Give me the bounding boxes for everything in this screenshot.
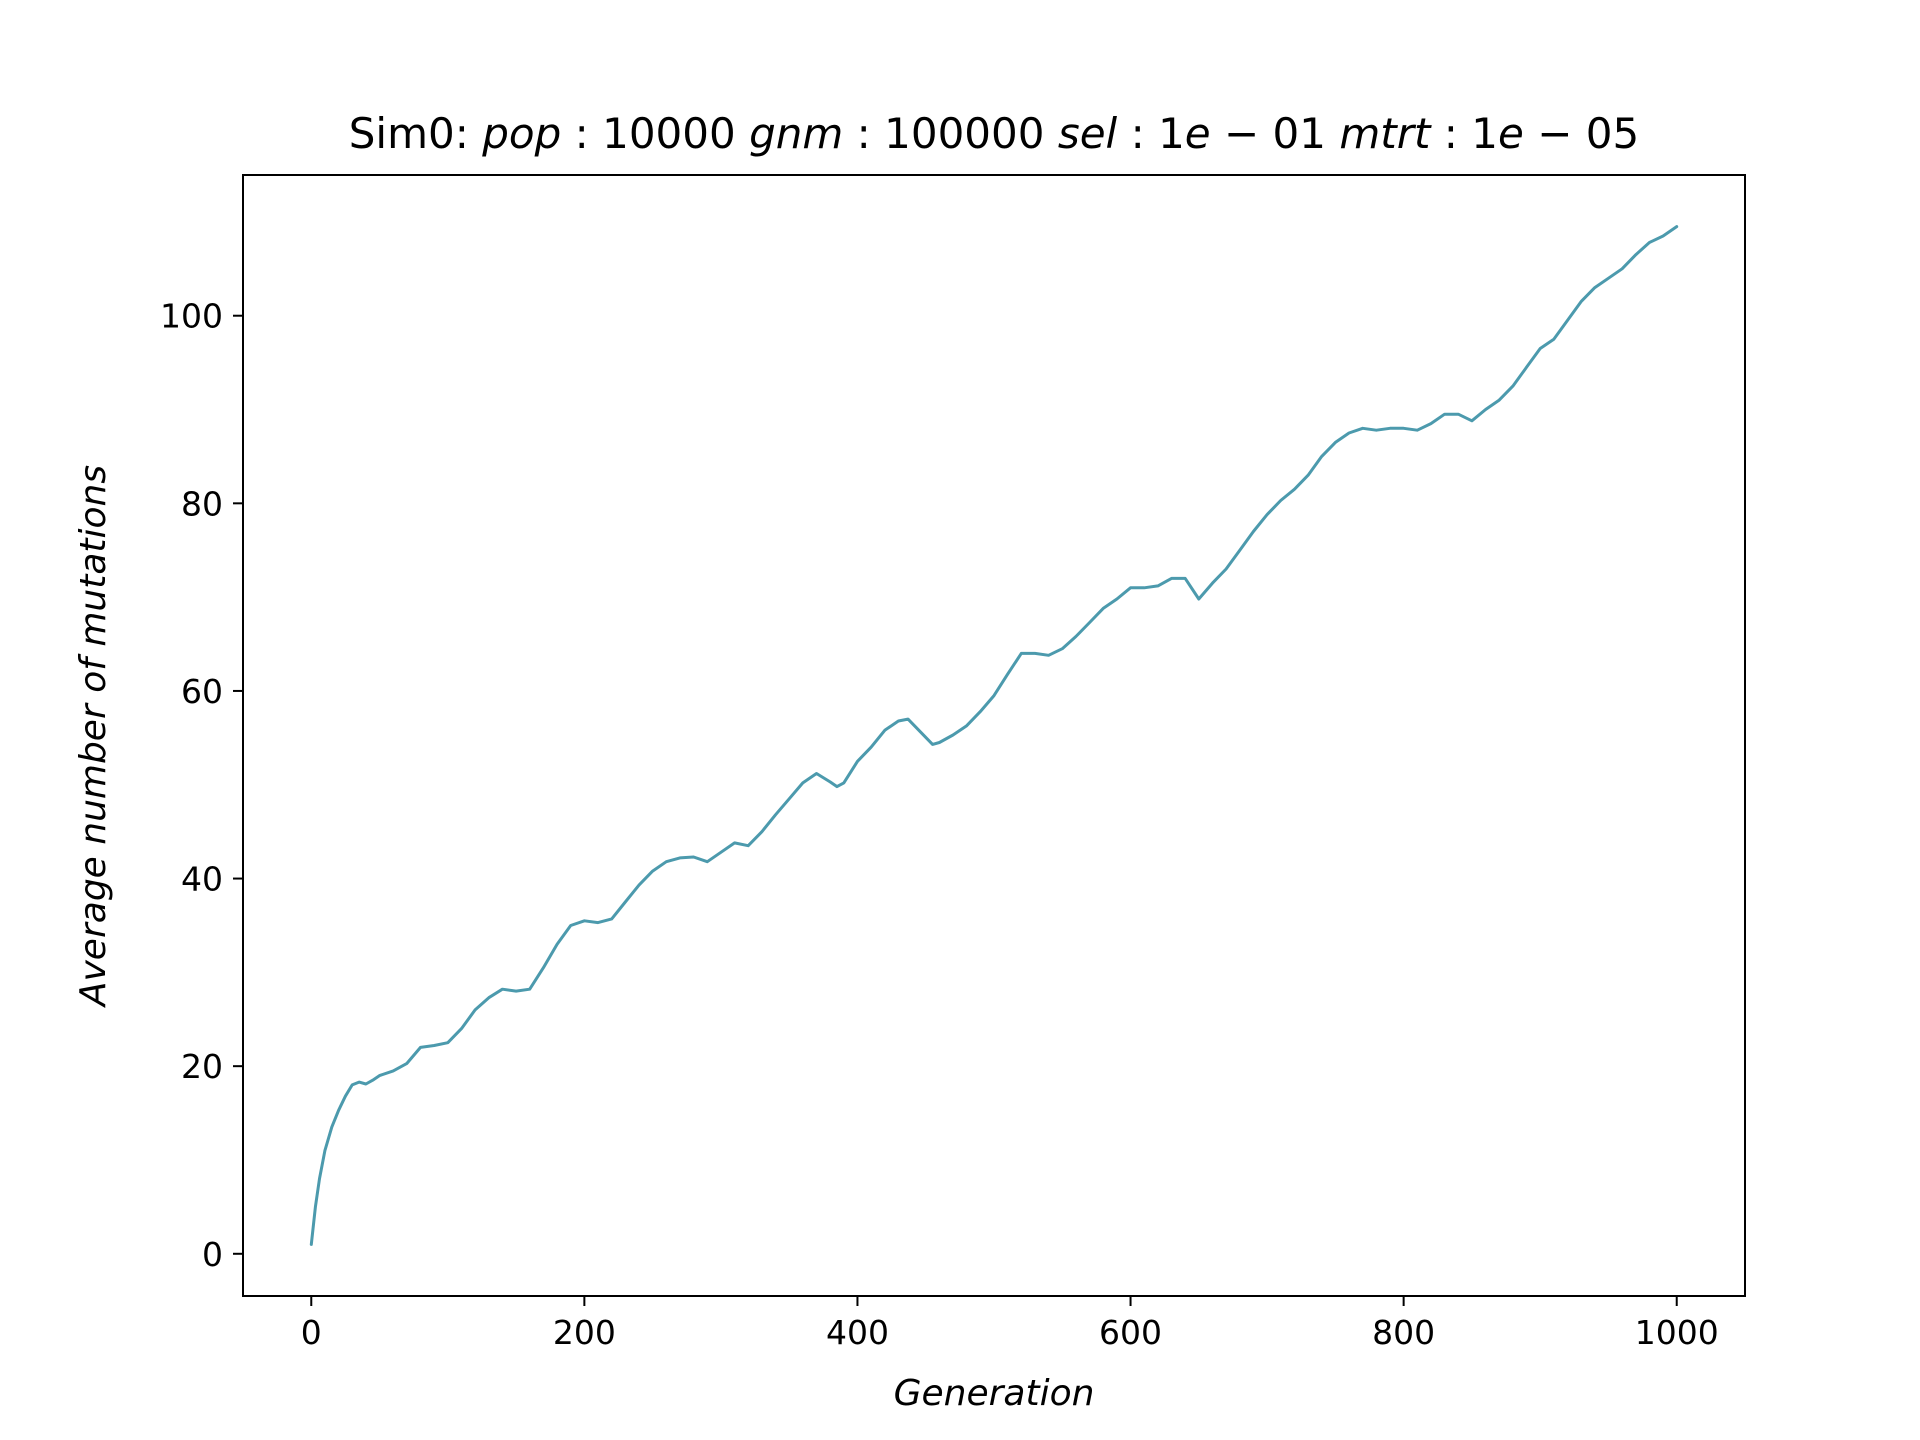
title-part: : 1: [1117, 109, 1185, 158]
title-part: e: [1185, 109, 1211, 158]
x-tick-label: 200: [553, 1313, 616, 1352]
title-part: mtrt: [1339, 109, 1432, 158]
title-part: − 05: [1524, 109, 1639, 158]
x-tick-label: 0: [301, 1313, 322, 1352]
title-part: e: [1498, 109, 1524, 158]
title-part: pop: [481, 109, 561, 158]
x-tick-label: 600: [1099, 1313, 1162, 1352]
chart-title: Sim0: pop : 10000 gnm : 100000 sel : 1e …: [349, 109, 1639, 158]
y-tick-label: 60: [181, 672, 223, 711]
title-part: : 1: [1430, 109, 1498, 158]
y-tick-label: 0: [202, 1235, 223, 1274]
x-axis-label: Generation: [894, 1373, 1095, 1414]
title-part: − 01: [1211, 109, 1340, 158]
series-line: [309, 225, 1679, 1246]
title-part: Sim0:: [349, 109, 482, 158]
title-part: sel: [1058, 109, 1118, 158]
x-tick-label: 400: [826, 1313, 889, 1352]
y-tick-label: 20: [181, 1047, 223, 1086]
y-axis-label: Average number of mutations: [73, 465, 114, 1008]
y-tick-label: 40: [181, 860, 223, 899]
title-part: gnm: [749, 109, 843, 158]
y-tick-label: 80: [181, 484, 223, 523]
x-tick-label: 1000: [1635, 1313, 1719, 1352]
x-tick-label: 800: [1372, 1313, 1435, 1352]
y-tick-label: 100: [160, 297, 223, 336]
plot-frame: [242, 174, 1746, 1297]
title-part: : 100000: [843, 109, 1058, 158]
title-part: : 10000: [561, 109, 749, 158]
